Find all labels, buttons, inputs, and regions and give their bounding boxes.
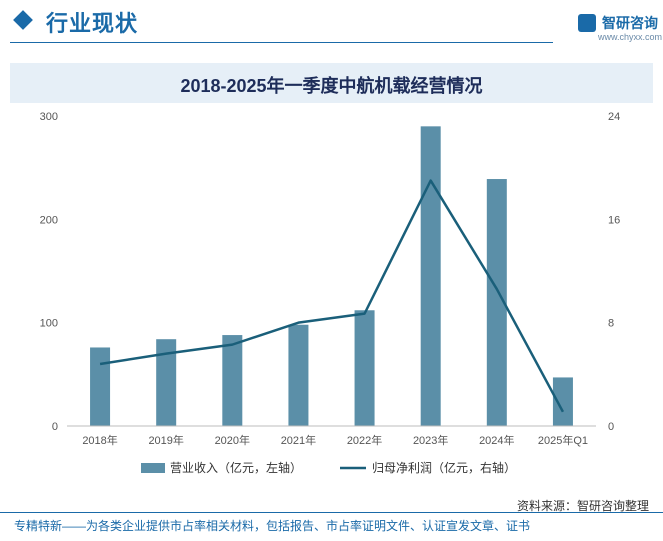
legend-bar-swatch bbox=[141, 463, 165, 473]
y-right-tick-label: 16 bbox=[608, 214, 620, 226]
x-tick-label: 2023年 bbox=[413, 433, 448, 447]
revenue-bar bbox=[354, 310, 375, 426]
net-profit-line bbox=[99, 179, 565, 413]
logo-url: www.chyxx.com bbox=[598, 32, 663, 42]
revenue-bar bbox=[222, 335, 243, 426]
y-right-tick-label: 0 bbox=[608, 421, 614, 433]
revenue-bar bbox=[552, 377, 573, 426]
source-note: 资料来源：智研咨询整理 bbox=[516, 499, 649, 513]
revenue-bar bbox=[288, 324, 309, 426]
y-right-tick-label: 24 bbox=[608, 111, 620, 123]
revenue-bar bbox=[420, 126, 441, 426]
x-tick-label: 2024年 bbox=[479, 433, 514, 447]
y-left-tick-label: 0 bbox=[52, 421, 58, 433]
x-tick-label: 2025年Q1 bbox=[538, 433, 588, 447]
x-tick-label: 2018年 bbox=[82, 433, 117, 447]
axes-layer: 0 100 200 300 0 8 16 24 2018年 2019年 2020年 2021年 2022… bbox=[40, 111, 621, 447]
y-left-tick-label: 100 bbox=[40, 318, 58, 330]
chart-title: 2018-2025年一季度中航机载经营情况 bbox=[180, 76, 483, 96]
y-left-tick-label: 300 bbox=[40, 111, 58, 123]
logo-icon bbox=[578, 14, 596, 32]
y-right-tick-label: 8 bbox=[608, 318, 614, 330]
x-tick-label: 2020年 bbox=[215, 433, 250, 447]
revenue-bar bbox=[486, 179, 507, 426]
header-divider bbox=[10, 42, 553, 43]
legend-profit-label: 归母净利润（亿元，右轴） bbox=[372, 460, 516, 475]
x-tick-label: 2021年 bbox=[281, 433, 316, 447]
y-left-tick-label: 200 bbox=[40, 214, 58, 226]
combo-chart: 0 100 200 300 0 8 16 24 2018年 2019年 2020年 2021年 2022… bbox=[40, 111, 621, 475]
legend-revenue-label: 营业收入（亿元，左轴） bbox=[170, 460, 302, 475]
revenue-bar bbox=[156, 339, 177, 426]
bars-layer bbox=[90, 126, 573, 426]
footer-text: 专精特新——为各类企业提供市占率相关材料，包括报告、市占率证明文件、认证宣发文章… bbox=[14, 519, 531, 533]
logo-name: 智研咨询 bbox=[602, 15, 658, 31]
line-layer bbox=[99, 179, 565, 413]
page-header: 行业现状 智研咨询 www.chyxx.com bbox=[0, 0, 663, 46]
section-title: 行业现状 bbox=[46, 11, 139, 36]
footer-divider bbox=[0, 512, 663, 513]
x-tick-label: 2022年 bbox=[347, 433, 382, 447]
legend-layer: 营业收入（亿元，左轴） 归母净利润（亿元，右轴） bbox=[141, 460, 516, 475]
chart-title-band: 2018-2025年一季度中航机载经营情况 bbox=[10, 63, 653, 103]
x-tick-label: 2019年 bbox=[148, 433, 183, 447]
revenue-bar bbox=[90, 347, 111, 426]
